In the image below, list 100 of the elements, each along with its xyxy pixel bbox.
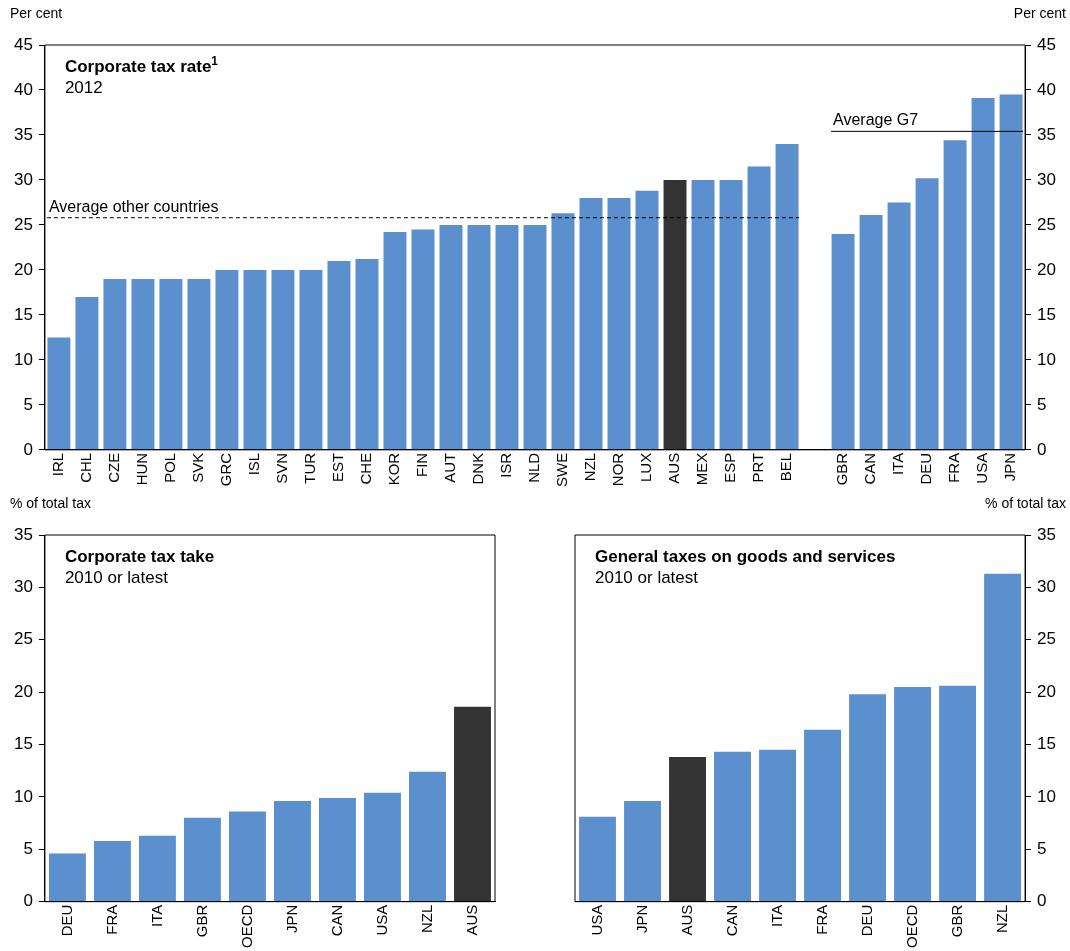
x-tick-label: ESP [721, 452, 739, 483]
bar [523, 224, 547, 450]
y-axis-title: % of total tax [10, 495, 91, 511]
x-tick-label: FRA [812, 904, 830, 935]
y-tick-label: 15 [13, 734, 33, 754]
y-tick-label: 5 [23, 838, 33, 858]
text: Corporate tax take [64, 547, 215, 566]
x-tick-label: CAN [861, 452, 879, 485]
x-tick-label: CAN [722, 904, 740, 937]
bar [454, 706, 491, 902]
bar [747, 166, 771, 450]
x-tick-label: POL [161, 452, 179, 483]
x-tick-label: ITA [767, 904, 785, 927]
y2-tick-label: 15 [1037, 734, 1057, 754]
y-tick-label: 30 [13, 577, 33, 597]
y2-tick-label: 45 [1037, 34, 1057, 54]
x-tick-label: TUR [301, 452, 319, 484]
x-tick-label: HUN [133, 452, 151, 486]
bar [984, 573, 1022, 902]
x-tick-label: FIN [413, 452, 431, 477]
bar [939, 685, 977, 902]
bar [215, 269, 239, 450]
x-tick-label: USA [587, 904, 605, 936]
x-tick-label: SVN [273, 452, 291, 484]
bar [887, 202, 911, 450]
bar [663, 179, 687, 450]
y-tick-label: 45 [13, 34, 33, 54]
bar [411, 229, 435, 450]
x-tick-label: MEX [693, 452, 711, 486]
bar [915, 178, 939, 450]
x-tick-label: SVK [189, 452, 207, 483]
bar [775, 143, 799, 450]
bar [47, 337, 71, 450]
y-tick-label: 30 [13, 169, 33, 189]
x-tick-label: DEU [857, 904, 875, 937]
x-tick-label: EST [329, 452, 347, 483]
y-tick-label: 25 [13, 214, 33, 234]
y-tick-label: 0 [23, 891, 33, 911]
y2-tick-label: 15 [1037, 304, 1057, 324]
x-tick-label: AUS [677, 904, 695, 936]
bar [93, 840, 131, 902]
x-tick-label: GBR [947, 904, 965, 938]
x-tick-label: NOR [609, 452, 627, 487]
y2-tick-label: 30 [1037, 577, 1057, 597]
text: 2012 [64, 78, 103, 97]
x-tick-label: ITA [889, 452, 907, 476]
x-tick-label: ITA [147, 904, 165, 927]
y-axis-title: Per cent [10, 5, 63, 21]
x-tick-label: PRT [749, 452, 767, 483]
y2-axis-title: % of total tax [985, 495, 1067, 511]
x-tick-label: LUX [637, 452, 655, 483]
x-tick-label: SWE [553, 452, 571, 487]
y2-tick-label: 25 [1037, 629, 1057, 649]
x-tick-label: FRA [102, 904, 120, 935]
y2-tick-label: 10 [1037, 786, 1057, 806]
x-tick-label: USA [973, 452, 991, 484]
x-tick-label: JPN [632, 904, 650, 934]
bar [319, 797, 356, 902]
text: 2010 or latest [595, 568, 699, 587]
y2-tick-label: 35 [1037, 524, 1057, 544]
bar [327, 260, 351, 450]
y2-tick-label: 5 [1037, 838, 1047, 858]
y2-tick-label: 20 [1037, 259, 1057, 279]
x-tick-label: CAN [327, 904, 345, 937]
y-tick-label: 20 [13, 259, 33, 279]
x-tick-label: DEU [57, 904, 75, 937]
bar [229, 811, 266, 902]
bar [138, 835, 176, 902]
y2-axis-title: Per cent [1013, 5, 1067, 21]
x-tick-label: JPN [1001, 452, 1019, 482]
y2-tick-label: 10 [1037, 349, 1057, 369]
x-tick-label: CHL [77, 452, 95, 483]
bar [579, 197, 603, 450]
x-tick-label: DEU [917, 452, 935, 485]
y-tick-label: 10 [13, 786, 33, 806]
bar [804, 729, 841, 902]
ref-line-label: Average G7 [833, 111, 919, 129]
x-tick-label: OECD [902, 904, 920, 949]
x-tick-label: CHE [357, 452, 375, 485]
bar [859, 215, 883, 450]
y-tick-label: 15 [13, 304, 33, 324]
bar [635, 190, 659, 450]
x-tick-label: DNK [469, 452, 487, 485]
bar [131, 278, 155, 450]
x-tick-label: AUS [665, 452, 683, 484]
text: General taxes on goods and services [595, 547, 896, 566]
bar [355, 259, 379, 450]
y2-tick-label: 5 [1037, 394, 1047, 414]
y-tick-label: 25 [13, 629, 33, 649]
y-tick-label: 5 [23, 394, 33, 414]
bar [579, 816, 616, 902]
x-tick-label: GRC [217, 452, 235, 487]
bar [691, 179, 715, 450]
y-tick-label: 20 [13, 681, 33, 701]
bar [383, 232, 407, 450]
bar [714, 751, 751, 902]
bar [243, 269, 267, 450]
y-tick-label: 35 [13, 524, 33, 544]
bar [75, 296, 99, 450]
x-tick-label: FRA [945, 452, 963, 483]
